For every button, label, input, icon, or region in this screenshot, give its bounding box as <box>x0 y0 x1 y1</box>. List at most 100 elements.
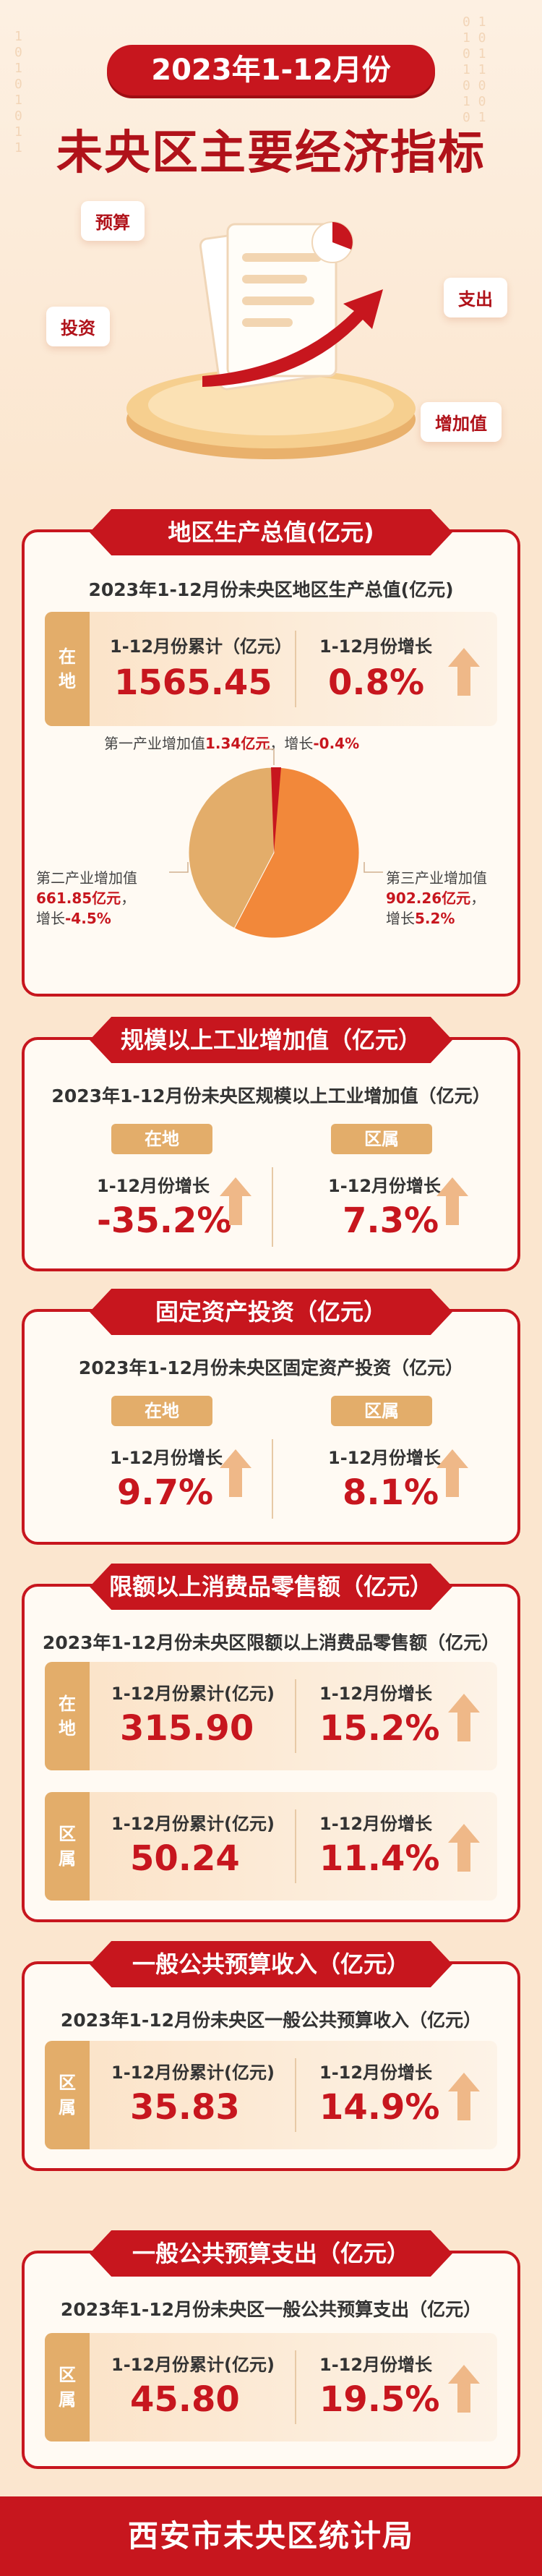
hero-tag-budget: 预算 <box>81 201 145 241</box>
section-subtitle: 2023年1-12月份未央区一般公共预算支出（亿元） <box>60 2299 482 2320</box>
section-title: 一般公共预算收入（亿元） <box>90 1941 452 1987</box>
pie-label-primary: 第一产业增加值1.34亿元，增长-0.4% <box>104 735 360 752</box>
side-char: 在 <box>59 1694 76 1714</box>
card-side-label: 区 属 <box>45 1792 90 1901</box>
section-revenue: 一般公共预算收入（亿元） 2023年1-12月份未央区一般公共预算收入（亿元） … <box>22 1941 520 2171</box>
secondary-label: 第二产业增加值 <box>36 869 137 887</box>
section-title: 地区生产总值(亿元) <box>90 509 452 555</box>
cumulative-label: 1-12月份累计(亿元) <box>111 2063 275 2083</box>
cumulative-value: 50.24 <box>130 1838 240 1879</box>
growth-value: 11.4% <box>319 1838 440 1879</box>
section-subtitle: 2023年1-12月份未央区规模以上工业增加值（亿元） <box>51 1086 491 1106</box>
growth-label: 1-12月份增长 <box>319 2063 433 2083</box>
secondary-growth: -4.5% <box>65 910 111 927</box>
metric-card-district: 区 属 1-12月份累计(亿元) 50.24 1-12月份增长 11.4% <box>45 1792 497 1901</box>
cumulative-label: 1-12月份累计（亿元） <box>110 636 293 657</box>
tag-local: 在地 <box>111 1396 212 1426</box>
section-subtitle: 2023年1-12月份未央区固定资产投资（亿元） <box>78 1357 464 1378</box>
up-arrow-icon <box>436 1177 468 1225</box>
section-subtitle: 2023年1-12月份未央区限额以上消费品零售额（亿元） <box>42 1632 500 1653</box>
hero-subtitle: 2023年1-12月份 <box>107 45 435 95</box>
side-char: 属 <box>59 2389 76 2410</box>
pie-slice-primary-emphasis <box>271 767 281 853</box>
card-divider <box>295 1809 296 1883</box>
tag-district: 区属 <box>331 1124 432 1154</box>
hero: 2023年1-12月份 未央区主要经济指标 预算 投资 支出 增加值 <box>0 0 542 506</box>
card-divider <box>295 2350 296 2424</box>
cumulative-value: 1565.45 <box>114 662 272 703</box>
section-retail: 限额以上消费品零售额（亿元） 2023年1-12月份未央区限额以上消费品零售额（… <box>22 1564 520 1922</box>
section-gdp: 地区生产总值(亿元) 2023年1-12月份未央区地区生产总值(亿元) 在 地 … <box>22 509 520 997</box>
metric-card: 区 属 1-12月份累计(亿元) 45.80 1-12月份增长 19.5% <box>45 2333 497 2441</box>
up-arrow-icon <box>448 648 480 696</box>
growth-label: 1-12月份增长 <box>319 2355 433 2375</box>
section-industry: 规模以上工业增加值（亿元） 2023年1-12月份未央区规模以上工业增加值（亿元… <box>22 1017 520 1271</box>
up-arrow-icon <box>436 1449 468 1497</box>
divider <box>272 1167 273 1247</box>
tertiary-label: 第三产业增加值 <box>386 869 487 887</box>
primary-value: 1.34亿元 <box>205 735 270 752</box>
growth-label: 1-12月份增长 <box>319 1814 433 1834</box>
pie-label-tertiary: 第三产业增加值 902.26亿元， 增长5.2% <box>386 869 487 927</box>
section-expenditure: 一般公共预算支出（亿元） 2023年1-12月份未央区一般公共预算支出（亿元） … <box>22 2230 520 2469</box>
hero-tag-added: 增加值 <box>421 402 502 442</box>
secondary-growth-label: 增长 <box>36 910 65 927</box>
left-growth-value: -35.2% <box>97 1200 232 1241</box>
section-title: 一般公共预算支出（亿元） <box>90 2230 452 2277</box>
metric-card-local: 在 地 1-12月份累计(亿元) 315.90 1-12月份增长 15.2% <box>45 1662 497 1770</box>
tag-local: 在地 <box>111 1124 212 1154</box>
growth-value: 14.9% <box>319 2087 440 2128</box>
left-growth-value: 9.7% <box>117 1472 214 1513</box>
pie-slice-tertiary <box>233 767 360 939</box>
side-char: 在 <box>59 647 76 667</box>
cumulative-value: 35.83 <box>130 2087 240 2128</box>
up-arrow-icon <box>220 1449 251 1497</box>
primary-label: 第一产业增加值 <box>104 735 205 752</box>
card-divider <box>295 631 296 707</box>
section-title: 限额以上消费品零售额（亿元） <box>90 1564 452 1610</box>
side-char: 地 <box>59 1718 76 1739</box>
pie-leader-lines <box>169 749 383 873</box>
section-title: 固定资产投资（亿元） <box>90 1289 452 1335</box>
tertiary-value: 902.26亿元 <box>386 890 471 907</box>
growth-value: 0.8% <box>328 662 425 703</box>
hero-tag-expense: 支出 <box>444 278 507 317</box>
secondary-value: 661.85亿元 <box>36 890 121 907</box>
up-arrow-icon <box>448 2365 480 2413</box>
section-subtitle: 2023年1-12月份未央区地区生产总值(亿元) <box>88 579 454 600</box>
up-arrow-icon <box>448 1694 480 1741</box>
right-growth-value: 8.1% <box>343 1472 439 1513</box>
up-arrow-icon <box>448 1824 480 1872</box>
side-char: 区 <box>59 2073 76 2093</box>
right-growth-value: 7.3% <box>343 1200 439 1241</box>
growth-value: 15.2% <box>319 1708 440 1749</box>
primary-growth: -0.4% <box>313 735 360 752</box>
cumulative-value: 45.80 <box>130 2379 240 2420</box>
card-side-label: 区 属 <box>45 2333 90 2441</box>
hero-title: 未央区主要经济指标 <box>56 127 486 180</box>
primary-growth-label: 增长 <box>284 735 314 752</box>
growth-value: 19.5% <box>319 2379 440 2420</box>
hero-illustration <box>126 221 416 459</box>
section-title: 规模以上工业增加值（亿元） <box>90 1017 452 1063</box>
card-divider <box>295 1679 296 1753</box>
cumulative-label: 1-12月份累计(亿元) <box>111 1684 275 1704</box>
tag-district: 区属 <box>331 1396 432 1426</box>
side-char: 区 <box>59 2365 76 2385</box>
up-arrow-icon <box>448 2073 480 2120</box>
divider <box>272 1439 273 1519</box>
growth-label: 1-12月份增长 <box>319 1684 433 1704</box>
right-growth-label: 1-12月份增长 <box>328 1176 442 1196</box>
right-growth-label: 1-12月份增长 <box>328 1448 442 1468</box>
tertiary-growth-label: 增长 <box>386 910 415 927</box>
card-divider <box>295 2058 296 2132</box>
left-growth-label: 1-12月份增长 <box>97 1176 210 1196</box>
section-fixed-asset: 固定资产投资（亿元） 2023年1-12月份未央区固定资产投资（亿元） 在地 区… <box>22 1289 520 1545</box>
pie-label-secondary: 第二产业增加值 661.85亿元， 增长-4.5% <box>36 869 137 927</box>
metric-card: 区 属 1-12月份累计(亿元) 35.83 1-12月份增长 14.9% <box>45 2041 497 2149</box>
cumulative-label: 1-12月份累计(亿元) <box>111 1814 275 1834</box>
growth-label: 1-12月份增长 <box>319 636 433 657</box>
card-side-label: 在 地 <box>45 612 90 726</box>
side-char: 区 <box>59 1824 76 1844</box>
